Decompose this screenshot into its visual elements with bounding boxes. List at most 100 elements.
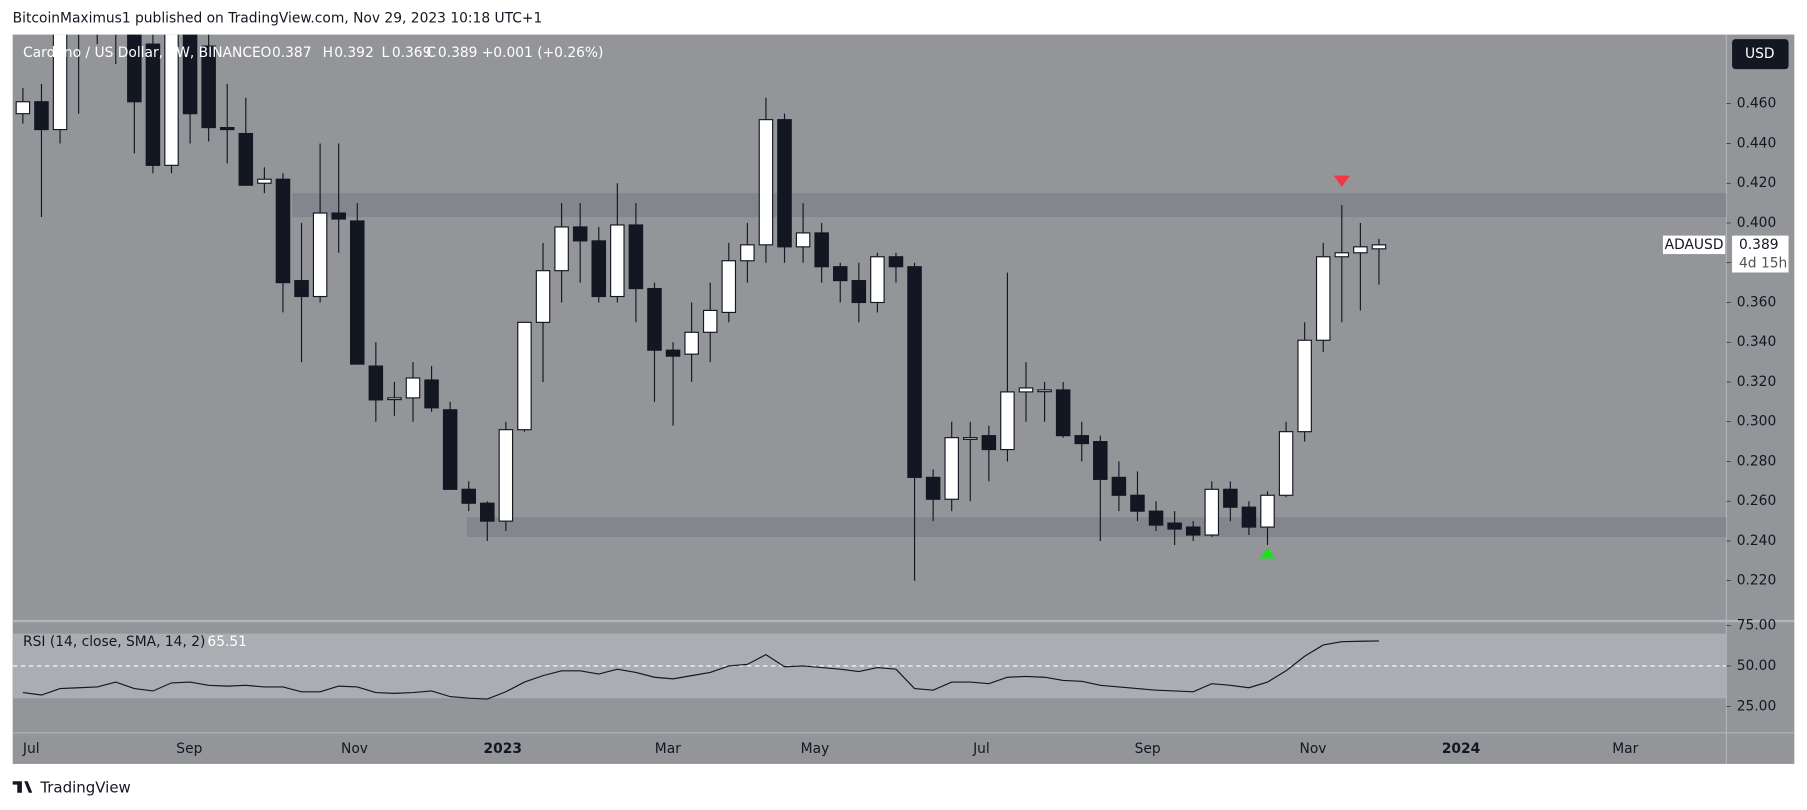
- signal-marker: [1333, 175, 1350, 187]
- candle-body: [758, 119, 774, 246]
- axes: 0.220 0.240 0.260 0.280 0.300 0.320 0.340 0.360…: [22, 96, 1776, 757]
- candle-body: [1167, 522, 1182, 530]
- candle-body: [535, 270, 551, 323]
- price-tag-value: 0.389: [1739, 237, 1779, 253]
- candle-body: [870, 256, 885, 304]
- candle-body: [777, 119, 792, 248]
- candle-body: [164, 34, 179, 166]
- tradingview-logo: TradingView: [12, 779, 131, 797]
- candle-body: [1037, 389, 1052, 393]
- candle-body: [257, 178, 272, 184]
- candle-body: [145, 43, 161, 166]
- candle-body: [591, 240, 607, 298]
- rsi-pane: [12, 633, 1727, 700]
- candle-body: [1111, 476, 1127, 496]
- ohlc-key: C: [426, 45, 436, 61]
- y-tick-label: 0.460: [1737, 96, 1777, 112]
- candle-body: [1260, 494, 1275, 528]
- y-tick-label: 0.220: [1737, 573, 1777, 589]
- candle-body: [275, 178, 291, 284]
- candle-body: [1315, 256, 1331, 341]
- y-tick-label: 0.320: [1737, 374, 1777, 390]
- price-pane: [15, 34, 1727, 581]
- candle-body: [219, 127, 235, 131]
- candle-body: [702, 309, 718, 333]
- candle-body: [832, 266, 848, 282]
- ohlc-key: H: [323, 45, 333, 61]
- ohlc-key: L: [381, 45, 389, 61]
- candle-body: [350, 220, 365, 365]
- candle-body: [15, 101, 31, 115]
- candle-body: [1018, 387, 1034, 393]
- x-tick-label: 2024: [1442, 741, 1480, 757]
- candle-body: [1297, 339, 1312, 433]
- candle-body: [52, 34, 68, 131]
- y-tick-label: 0.280: [1737, 453, 1777, 469]
- rsi-line: [22, 640, 1379, 700]
- currency-button[interactable]: [1732, 39, 1789, 70]
- candle-body: [610, 224, 625, 298]
- ohlc-value: 0.369: [392, 45, 432, 61]
- x-tick-label: Sep: [1135, 741, 1161, 757]
- currency-label[interactable]: USD: [1745, 46, 1775, 62]
- rsi-tick-label: 75.00: [1737, 618, 1777, 634]
- change-text: +0.001 (+0.26%): [482, 45, 604, 61]
- candle-body: [1130, 494, 1145, 512]
- ohlc-value: 0.392: [334, 45, 374, 61]
- candle-body: [1055, 389, 1071, 437]
- candle-body: [628, 224, 644, 290]
- candle-body: [480, 502, 495, 522]
- y-tick-label: 0.400: [1737, 215, 1777, 231]
- candle-body: [312, 212, 328, 298]
- candle-body: [925, 476, 941, 500]
- y-tick-label: 0.240: [1737, 533, 1777, 549]
- candle-body: [795, 232, 811, 248]
- x-tick-label: Nov: [1300, 741, 1327, 757]
- candle-body: [907, 266, 922, 478]
- candle-body: [127, 34, 142, 103]
- candle-body: [331, 212, 346, 220]
- x-tick-label: Jul: [22, 741, 40, 757]
- x-tick-label: Nov: [341, 741, 368, 757]
- y-tick-label: 0.300: [1737, 414, 1777, 430]
- candle-body: [888, 256, 904, 268]
- candle-body: [740, 244, 755, 262]
- candle-body: [1204, 488, 1220, 536]
- candle-body: [1223, 488, 1238, 508]
- candle-body: [1093, 441, 1108, 480]
- candle-body: [368, 365, 384, 401]
- signal-marker: [1259, 547, 1276, 559]
- ohlc-key: O: [260, 45, 271, 61]
- candle-body: [981, 435, 997, 451]
- x-tick-label: Jul: [972, 741, 990, 757]
- price-tag-countdown: 4d 15h: [1739, 255, 1787, 271]
- candle-body: [517, 321, 532, 431]
- rsi-value: 65.51: [207, 634, 247, 650]
- candle-body: [424, 379, 439, 409]
- candle-body: [1278, 431, 1294, 496]
- candle-body: [721, 260, 737, 313]
- y-tick-label: 0.360: [1737, 294, 1777, 310]
- rsi-tick-label: 25.00: [1737, 698, 1777, 714]
- candle-body: [1241, 506, 1257, 528]
- rsi-title: RSI (14, close, SMA, 14, 2): [23, 634, 205, 650]
- candle-body: [665, 349, 681, 357]
- candle-body: [442, 409, 458, 490]
- symbol-title: Cardano / US Dollar, 1W, BINANCE: [23, 45, 261, 61]
- price-tag: [1732, 235, 1789, 273]
- candle-body: [1185, 526, 1201, 536]
- x-tick-label: 2023: [483, 741, 521, 757]
- candle-body: [944, 437, 959, 500]
- candle-body: [387, 397, 402, 401]
- symbol-tag-label: ADAUSD: [1665, 237, 1724, 253]
- candle-body: [851, 280, 867, 304]
- y-tick-label: 0.340: [1737, 334, 1777, 350]
- candle-body: [1000, 391, 1015, 451]
- sr-zone: [292, 193, 1727, 218]
- x-tick-label: May: [801, 741, 830, 757]
- candle-body: [182, 34, 198, 115]
- candle-body: [201, 45, 216, 129]
- candle-body: [498, 429, 514, 522]
- candle-body: [647, 287, 662, 351]
